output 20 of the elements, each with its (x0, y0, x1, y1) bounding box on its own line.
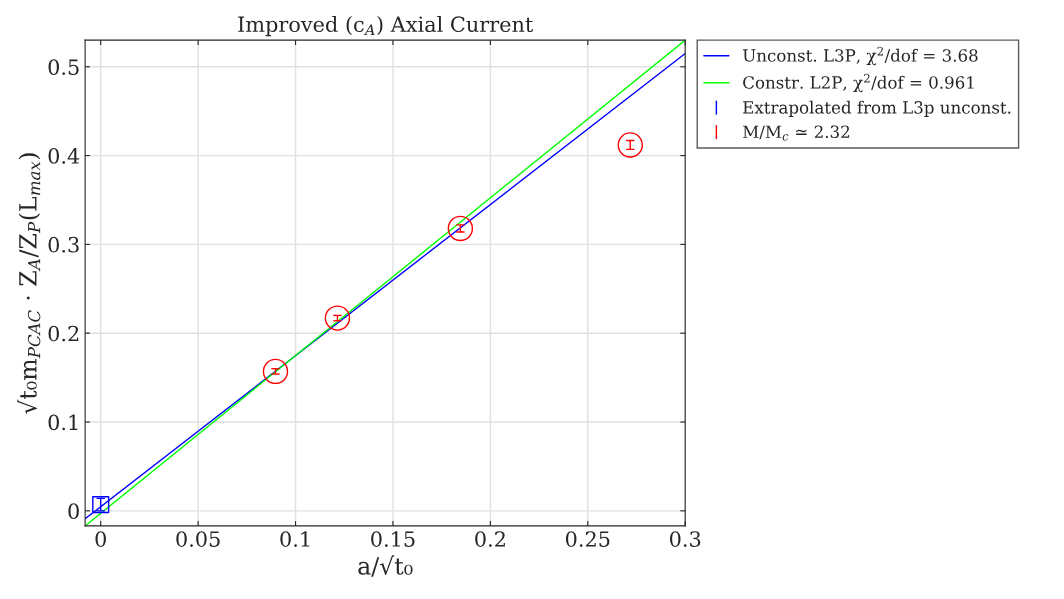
legend-label: M/M$_{c}$ ≃ 2.32 (743, 125, 850, 141)
x-tick-label: 0.05 (176, 531, 220, 547)
x-tick-label: 0.15 (371, 531, 415, 547)
chart-title: Improved (c$_{A}$) Axial Current (238, 15, 534, 37)
legend-label: Extrapolated from L3p unconst. (743, 100, 1011, 117)
legend-label: Unconst. L3P, χ$^{2}$/dof = 3.68 (743, 46, 978, 66)
text: √t₀m$_{PCAC}$ · Z$_{A}$/Z$_{P}$(L$_{max}$) (17, 153, 41, 415)
y-tick-label: 0 (68, 503, 79, 520)
x-tick-label: 0.2 (475, 531, 505, 547)
legend-label: Constr. L2P, χ$^{2}$/dof = 0.961 (743, 73, 974, 93)
x-axis-title: a/√t₀ (358, 555, 413, 577)
x-tick-label: 0 (95, 531, 106, 547)
y-tick-label: 0.2 (48, 325, 79, 342)
y-tick-label: 0.4 (48, 148, 80, 164)
y-tick-label: 0.1 (48, 414, 78, 431)
x-tick-label: 0.1 (280, 531, 310, 547)
x-tick-label: 0.25 (565, 531, 610, 547)
y-tick-label: 0.5 (48, 59, 79, 75)
x-tick-label: 0.3 (670, 531, 701, 547)
y-tick-label: 0.3 (48, 236, 79, 253)
